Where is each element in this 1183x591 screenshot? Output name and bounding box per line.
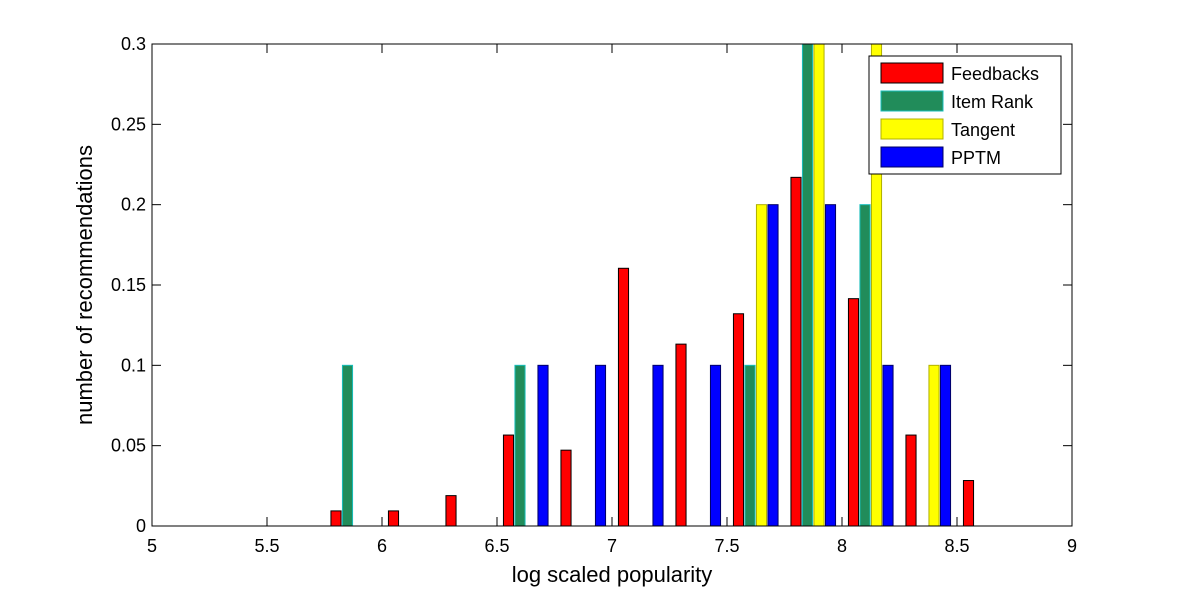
y-axis-label: number of recommendations <box>72 145 97 425</box>
bar-feedbacks-12 <box>847 298 860 527</box>
bar-pptm-11 <box>824 204 837 527</box>
legend-swatch-feedbacks <box>880 62 944 84</box>
y-tick-label-4: 0.2 <box>121 195 146 215</box>
bar-pptm-8 <box>652 364 664 527</box>
y-tick-label-2: 0.1 <box>121 355 146 375</box>
bar-item-rank-11 <box>801 43 814 527</box>
x-tick-label-4: 7 <box>607 536 617 556</box>
x-tick-label-5: 7.5 <box>714 536 739 556</box>
bar-feedbacks-7 <box>560 449 572 527</box>
bar-feedbacks-5 <box>445 495 457 527</box>
bar-feedbacks-11 <box>790 176 802 527</box>
bar-item-rank-10 <box>744 364 756 527</box>
bar-pptm-7 <box>594 364 607 527</box>
legend: Feedbacks Item Rank Tangent PPTM <box>868 55 1062 175</box>
bar-pptm-9 <box>709 364 722 527</box>
x-tick-label-1: 5.5 <box>254 536 279 556</box>
bar-tangent-11 <box>813 43 825 527</box>
bar-item-rank-3 <box>341 364 354 527</box>
bar-pptm-13 <box>939 364 952 527</box>
bar-feedbacks-13 <box>905 434 917 527</box>
legend-label-item-rank: Item Rank <box>951 92 1034 112</box>
bar-item-rank-12 <box>859 204 871 527</box>
legend-label-feedbacks: Feedbacks <box>951 64 1039 84</box>
y-tick-label-6: 0.3 <box>121 34 146 54</box>
bar-tangent-13 <box>928 364 940 527</box>
x-tick-label-3: 6.5 <box>484 536 509 556</box>
y-tick-label-3: 0.15 <box>111 275 146 295</box>
bar-feedbacks-4 <box>387 510 400 527</box>
x-tick-label-8: 9 <box>1067 536 1077 556</box>
bar-feedbacks-8 <box>617 267 630 527</box>
bar-tangent-10 <box>755 204 768 527</box>
ticks-layer: 5 5.5 6 6.5 7 7.5 8 8.5 9 0 0.05 0.1 0.15 0.2 0.25 0.3 <box>111 34 1077 556</box>
legend-items: Feedbacks Item Rank Tangent PPTM <box>880 62 1039 168</box>
bar-feedbacks-14 <box>962 480 975 527</box>
y-tick-label-0: 0 <box>136 516 146 536</box>
x-tick-label-6: 8 <box>837 536 847 556</box>
legend-swatch-item-rank <box>880 90 944 112</box>
x-tick-label-7: 8.5 <box>944 536 969 556</box>
bar-feedbacks-9 <box>675 343 687 527</box>
bar-pptm-10 <box>767 204 779 527</box>
bar-pptm-6 <box>537 364 549 527</box>
bar-feedbacks-6 <box>502 434 515 527</box>
legend-swatch-pptm <box>880 146 944 168</box>
legend-label-tangent: Tangent <box>951 120 1015 140</box>
bar-feedbacks-3 <box>330 510 342 527</box>
y-tick-label-5: 0.25 <box>111 114 146 134</box>
legend-label-pptm: PPTM <box>951 148 1001 168</box>
x-tick-label-2: 6 <box>377 536 387 556</box>
bar-feedbacks-10 <box>732 313 745 527</box>
x-axis-label: log scaled popularity <box>512 562 713 587</box>
y-tick-label-1: 0.05 <box>111 436 146 456</box>
bar-pptm-12 <box>882 364 894 527</box>
bar-item-rank-6 <box>514 364 526 527</box>
legend-swatch-tangent <box>880 118 944 140</box>
x-tick-label-0: 5 <box>147 536 157 556</box>
